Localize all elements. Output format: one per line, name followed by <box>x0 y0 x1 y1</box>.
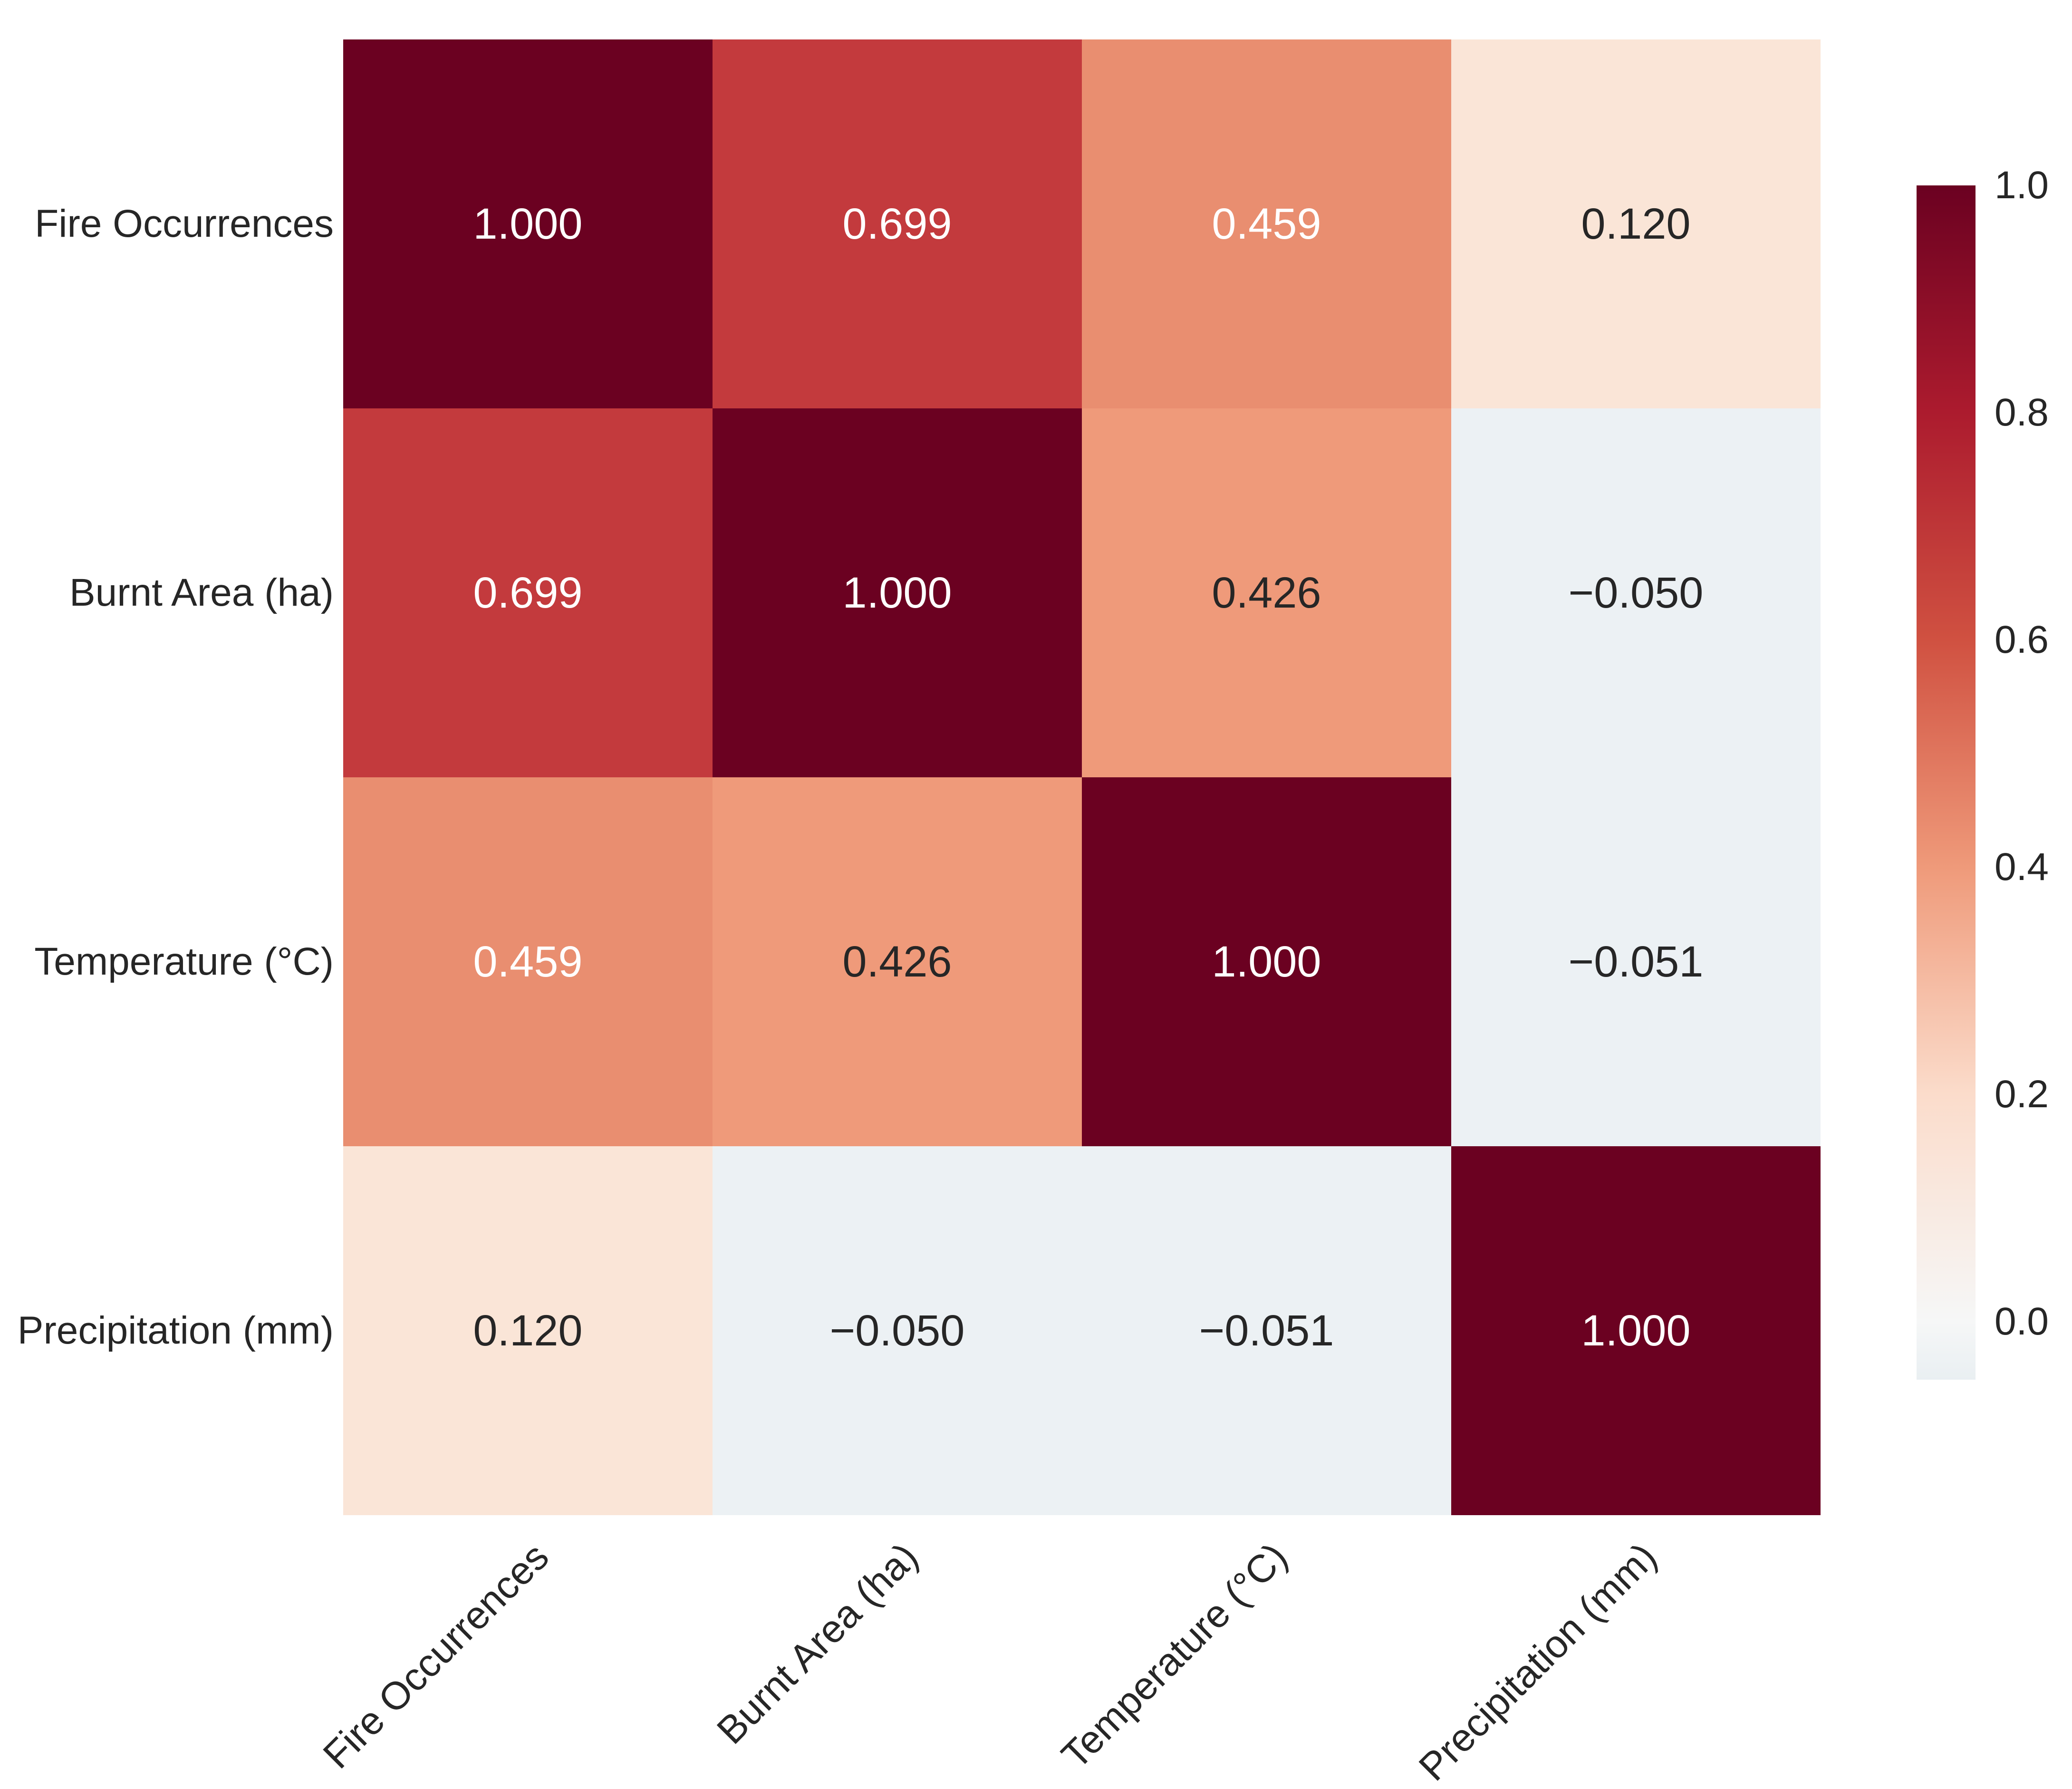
cell-value: 0.459 <box>473 938 583 986</box>
x-tick-label: Burnt Area (ha) <box>708 1535 926 1753</box>
cell-value: 0.120 <box>473 1306 583 1355</box>
heatmap-cell: −0.051 <box>1451 777 1821 1146</box>
y-tick-label: Fire Occurrences <box>35 202 334 245</box>
cell-value: −0.050 <box>1568 569 1704 617</box>
heatmap-cell: 0.120 <box>1451 39 1821 408</box>
colorbar-tick-label: 0.6 <box>1995 618 2049 662</box>
colorbar-tick-label: 1.0 <box>1995 164 2049 207</box>
heatmap-cell: 0.459 <box>1082 39 1451 408</box>
colorbar-tick-label: 0.2 <box>1995 1073 2049 1116</box>
heatmap-cell: 1.000 <box>713 408 1082 777</box>
x-tick-label: Fire Occurrences <box>315 1535 557 1777</box>
heatmap-grid: 1.000 0.699 0.459 0.120 0.699 1.000 0.426 −0.05… <box>343 39 1821 1515</box>
x-tick-label: Temperature (°C) <box>1053 1535 1296 1778</box>
cell-value: 0.120 <box>1581 200 1691 248</box>
heatmap-cell: 0.426 <box>713 777 1082 1146</box>
cell-value: 1.000 <box>1212 938 1321 986</box>
colorbar-tick-label: 0.0 <box>1995 1300 2049 1344</box>
heatmap-cell: −0.050 <box>713 1146 1082 1515</box>
colorbar-tick-label: 0.8 <box>1995 391 2049 435</box>
colorbar <box>1917 185 1976 1380</box>
cell-value: 0.426 <box>842 938 952 986</box>
heatmap-cell: 1.000 <box>343 39 713 408</box>
cell-value: 0.426 <box>1212 569 1321 617</box>
cell-value: 1.000 <box>473 200 583 248</box>
x-tick-label: Precipitation (mm) <box>1410 1535 1665 1789</box>
cell-value: 0.699 <box>842 200 952 248</box>
heatmap-cell: 0.459 <box>343 777 713 1146</box>
cell-value: −0.051 <box>1199 1306 1334 1355</box>
heatmap-cell: 1.000 <box>1082 777 1451 1146</box>
heatmap-cell: 0.120 <box>343 1146 713 1515</box>
heatmap-cell: 0.699 <box>343 408 713 777</box>
cell-value: 0.459 <box>1212 200 1321 248</box>
heatmap-cell: 0.426 <box>1082 408 1451 777</box>
colorbar-tick-label: 0.4 <box>1995 845 2049 889</box>
y-tick-label: Burnt Area (ha) <box>69 571 334 614</box>
y-tick-label: Temperature (°C) <box>34 940 334 983</box>
heatmap-cell: 1.000 <box>1451 1146 1821 1515</box>
cell-value: −0.051 <box>1568 938 1704 986</box>
cell-value: 1.000 <box>1581 1306 1691 1355</box>
cell-value: −0.050 <box>829 1306 965 1355</box>
heatmap-cell: −0.051 <box>1082 1146 1451 1515</box>
colorbar-gradient <box>1917 185 1976 1380</box>
y-tick-label: Precipitation (mm) <box>17 1309 334 1352</box>
heatmap-cell: 0.699 <box>713 39 1082 408</box>
cell-value: 0.699 <box>473 569 583 617</box>
cell-value: 1.000 <box>842 569 952 617</box>
heatmap-cell: −0.050 <box>1451 408 1821 777</box>
